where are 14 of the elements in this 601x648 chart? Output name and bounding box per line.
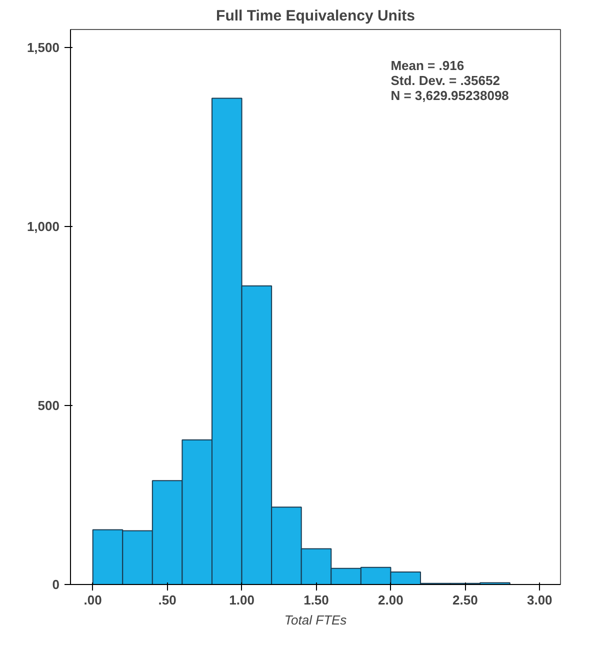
- x-tick-label: 2.50: [452, 592, 478, 608]
- chart-title: Full Time Equivalency Units: [216, 8, 415, 24]
- x-axis-title: Total FTEs: [284, 612, 348, 628]
- y-tick-label: 500: [38, 398, 60, 413]
- y-tick-label: 0: [52, 577, 60, 592]
- x-tick-label: .00: [84, 592, 102, 608]
- x-tick-label: 2.00: [378, 592, 404, 608]
- y-tick-label: 1,500: [26, 40, 60, 55]
- x-tick-label: 1.00: [229, 592, 254, 608]
- x-tick-label: 3.00: [527, 592, 552, 608]
- annotation: Mean = .916 Std. Dev. = .35652 N = 3,629.95238098: [390, 58, 509, 104]
- x-tick-label: 1.50: [304, 592, 329, 608]
- x-tick-label: .50: [158, 592, 176, 608]
- y-tick-label: 1,000: [26, 218, 60, 234]
